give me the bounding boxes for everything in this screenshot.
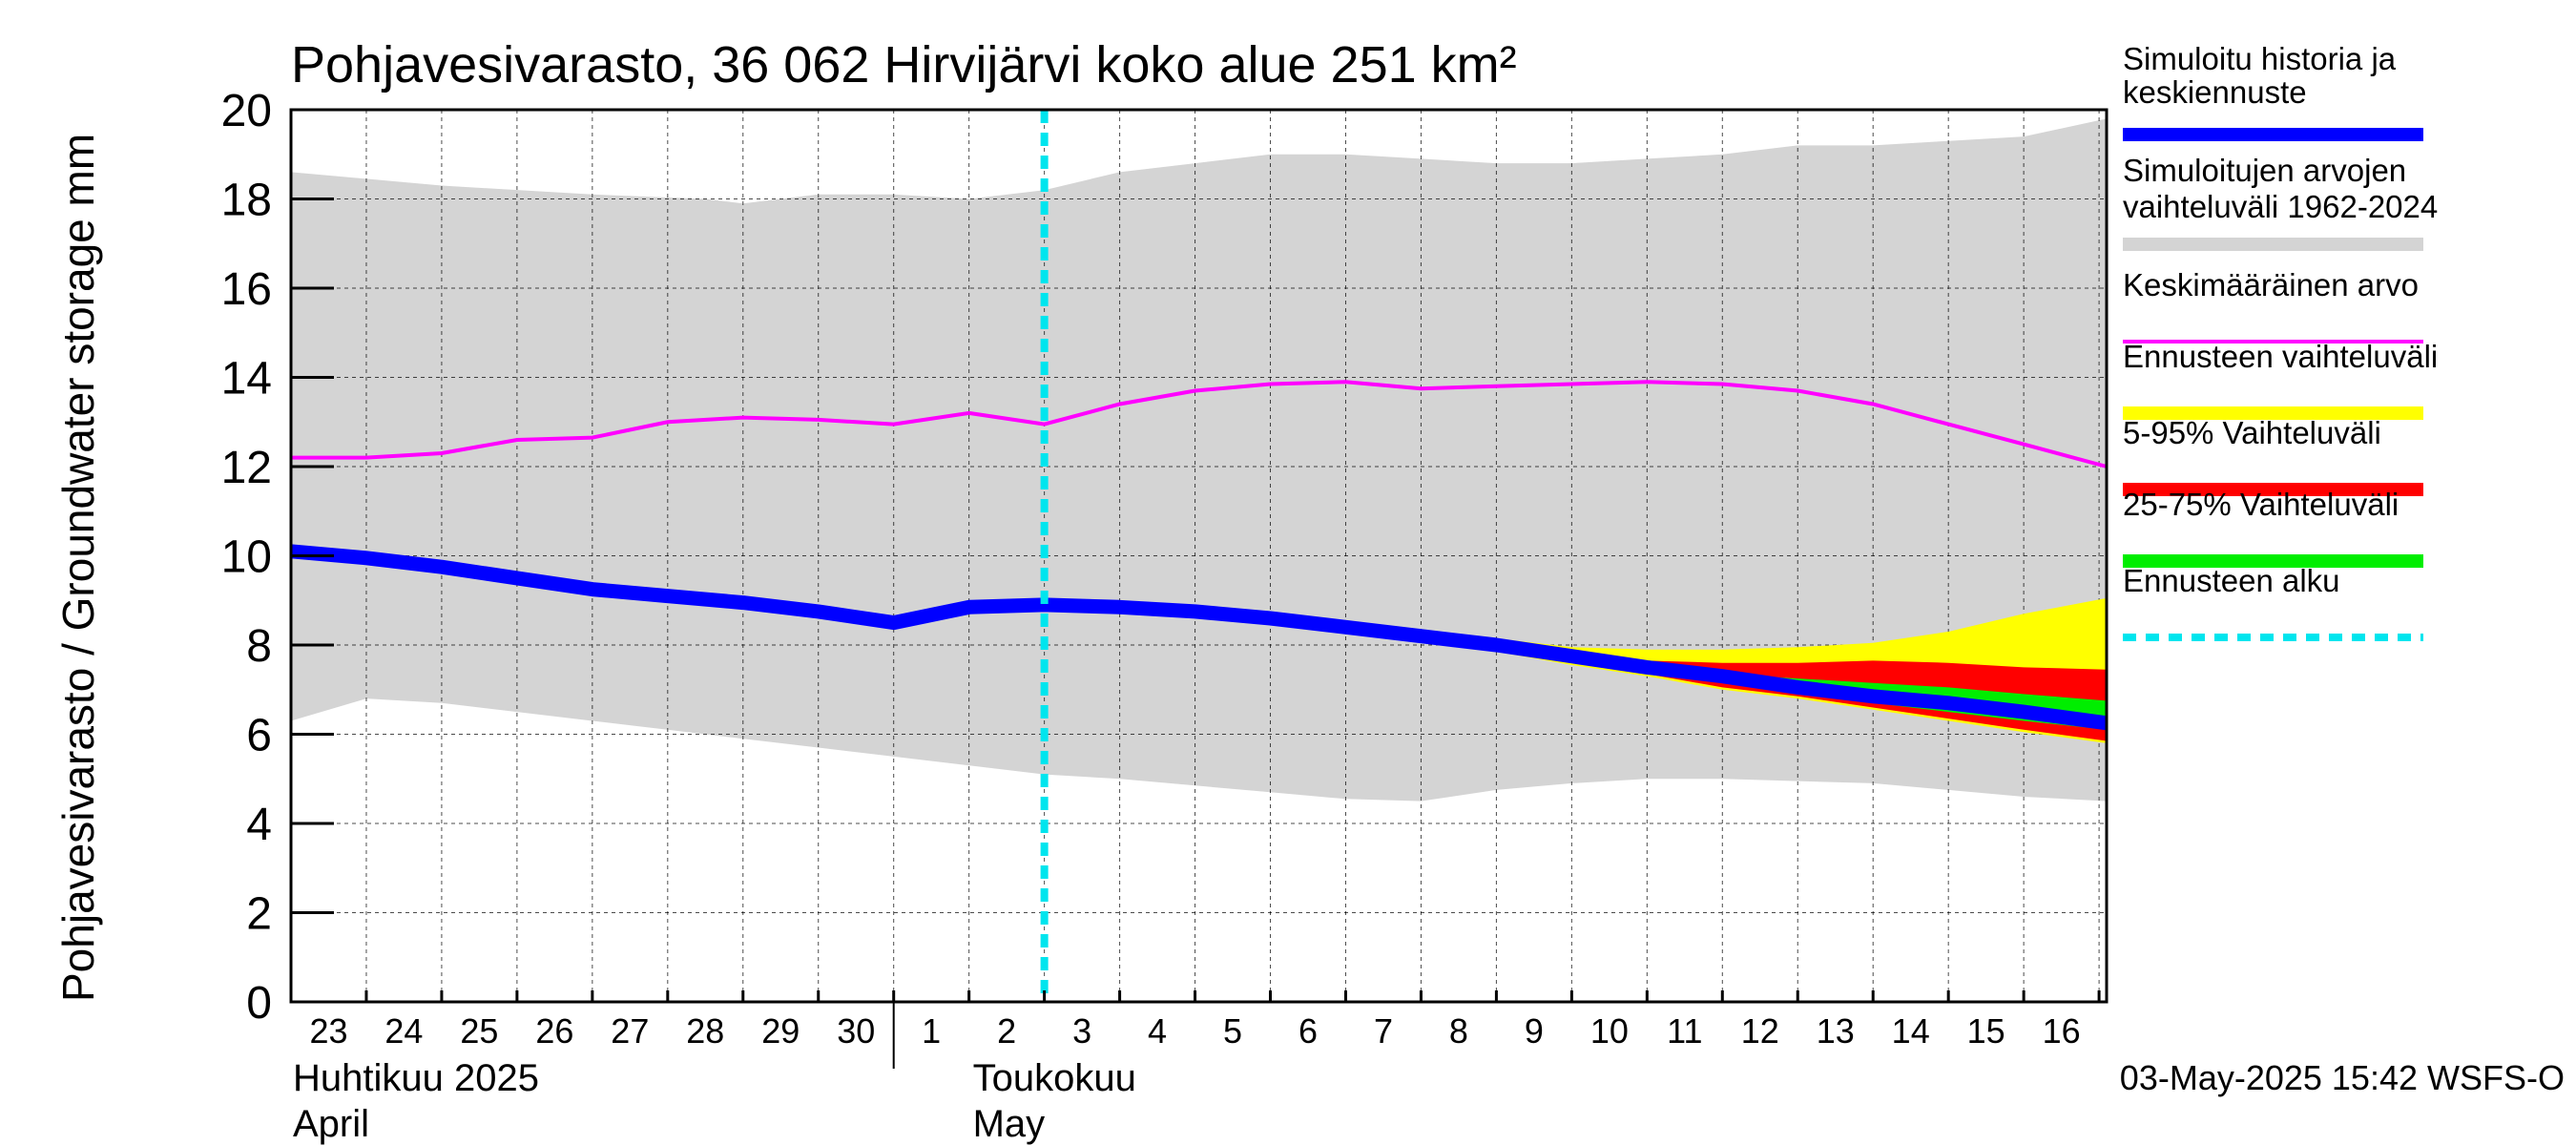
history-line [290,544,2109,731]
x-tick-label: 24 [384,1011,423,1051]
y-tick-label: 18 [221,176,272,226]
x-tick-label: 5 [1223,1011,1242,1051]
month-label-fi: Huhtikuu 2025 [293,1057,539,1099]
x-tick-label: 1 [922,1011,941,1051]
legend-item-forecast-start: Ennusteen alku [2123,563,2423,641]
y-tick-label: 10 [221,532,272,583]
x-tick-label: 29 [761,1011,800,1051]
y-tick-label: 14 [221,354,272,405]
y-tick-label: 8 [246,621,272,672]
y-tick-label: 0 [246,978,272,1029]
y-tick-label: 6 [246,711,272,761]
x-tick-label: 27 [611,1011,649,1051]
x-tick-label: 7 [1374,1011,1393,1051]
y-tick-label: 16 [221,264,272,315]
x-tick-label: 9 [1525,1011,1544,1051]
x-tick-label: 14 [1892,1011,1930,1051]
x-tick-label: 3 [1072,1011,1091,1051]
legend-item-p25-75: 25-75% Vaihteluväli [2123,487,2423,568]
month-label-fi: Toukokuu [973,1057,1136,1099]
y-tick-label: 12 [221,443,272,493]
x-tick-label: 26 [535,1011,573,1051]
sim-range-band [291,118,2107,802]
x-tick-label: 13 [1817,1011,1855,1051]
month-label-en: April [293,1103,369,1145]
legend-label: Keskimääräinen arvo [2123,267,2419,302]
legend-label: vaihteluväli 1962-2024 [2123,189,2438,224]
x-tick-label: 25 [460,1011,498,1051]
x-tick-label: 16 [2043,1011,2081,1051]
x-tick-label: 12 [1741,1011,1779,1051]
y-tick-label: 20 [221,86,272,136]
legend-label: Ennusteen alku [2123,563,2340,598]
p5-95-band [1270,618,2107,741]
legend-item-mean: Keskimääräinen arvo [2123,267,2423,344]
y-axis-label: Pohjavesivarasto / Groundwater storage m… [53,134,103,1002]
legend-label: 5-95% Vaihteluväli [2123,415,2381,450]
legend-label: keskiennuste [2123,74,2307,110]
y-tick-label: 2 [246,889,272,940]
legend-label: 25-75% Vaihteluväli [2123,487,2399,522]
timestamp: 03-May-2025 15:42 WSFS-O [2120,1058,2565,1097]
x-tick-label: 4 [1148,1011,1167,1051]
x-tick-label: 23 [309,1011,347,1051]
x-tick-label: 2 [997,1011,1016,1051]
mean-line [291,380,2108,468]
x-tick-label: 28 [686,1011,724,1051]
x-tick-label: 8 [1449,1011,1468,1051]
legend-item-p5-95: 5-95% Vaihteluväli [2123,415,2423,496]
legend-label: Ennusteen vaihteluväli [2123,339,2438,374]
x-tick-label: 30 [837,1011,875,1051]
x-tick-label: 6 [1298,1011,1318,1051]
chart-title: Pohjavesivarasto, 36 062 Hirvijärvi koko… [291,36,1517,94]
month-label-en: May [973,1103,1046,1145]
x-tick-label: 15 [1967,1011,2005,1051]
legend-label: Simuloitujen arvojen [2123,153,2406,188]
x-tick-label: 10 [1590,1011,1629,1051]
x-tick-label: 11 [1667,1011,1702,1051]
legend-item-forecast-range: Ennusteen vaihteluväli [2123,339,2438,420]
y-tick-label: 4 [246,800,272,850]
legend-label: Simuloitu historia ja [2123,41,2397,76]
